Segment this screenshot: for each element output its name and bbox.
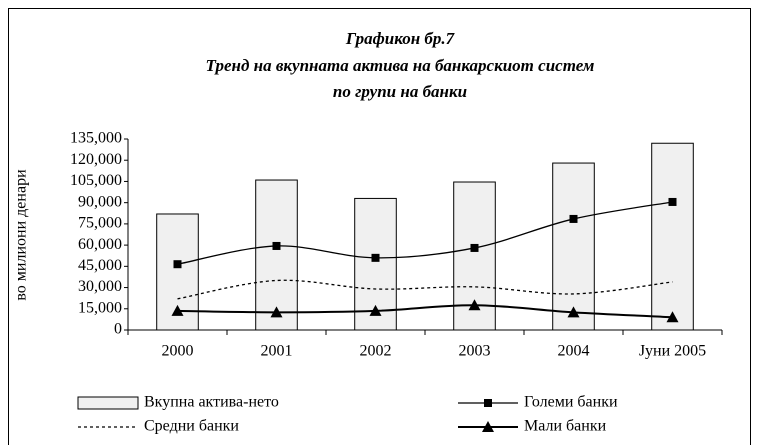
chart-subtitle: по групи на банки	[333, 82, 467, 101]
legend-label: Големи банки	[524, 394, 618, 411]
x-tick-label: 2001	[261, 343, 293, 360]
chart-frame	[8, 8, 751, 445]
y-tick-label: 15,000	[78, 299, 122, 316]
bar	[552, 162, 595, 331]
y-tick-label: 45,000	[78, 257, 122, 274]
marker	[369, 304, 382, 316]
marker	[171, 304, 184, 316]
y-tick-label: 0	[114, 321, 122, 338]
y-tick-label: 30,000	[78, 278, 122, 295]
line	[177, 201, 673, 265]
marker	[567, 306, 580, 318]
line	[177, 279, 673, 300]
chart-subtitle: Тренд на вкупната актива на банкарскиот …	[206, 56, 595, 75]
legend-swatch	[77, 396, 139, 410]
bar	[651, 142, 694, 331]
y-axis-label: во милиони денари	[13, 169, 30, 301]
legend-marker	[482, 421, 494, 432]
marker	[270, 306, 283, 318]
marker	[173, 260, 182, 269]
line	[177, 304, 673, 319]
marker	[371, 253, 380, 262]
bar	[255, 179, 298, 331]
y-tick-label: 135,000	[70, 130, 122, 147]
marker	[666, 311, 679, 323]
x-tick-label: 2002	[360, 343, 392, 360]
y-tick-label: 75,000	[78, 215, 122, 232]
legend-marker	[484, 399, 492, 407]
y-tick-label: 105,000	[70, 172, 122, 189]
x-tick-label: 2004	[558, 343, 590, 360]
legend-label: Средни банки	[144, 418, 239, 435]
marker	[668, 197, 677, 206]
marker	[569, 214, 578, 223]
chart-title: Графикон бр.7	[345, 29, 456, 48]
marker	[272, 241, 281, 250]
legend-label: Мали банки	[524, 418, 607, 435]
x-tick-label: 2003	[459, 343, 491, 360]
y-tick-label: 60,000	[78, 236, 122, 253]
x-tick-label: 2000	[162, 343, 194, 360]
y-tick-label: 120,000	[70, 151, 122, 168]
y-tick-label: 90,000	[78, 193, 122, 210]
legend-label: Вкупна актива-нето	[144, 394, 279, 411]
x-tick-label: Јуни 2005	[639, 343, 706, 360]
marker	[470, 243, 479, 252]
marker	[468, 299, 481, 311]
